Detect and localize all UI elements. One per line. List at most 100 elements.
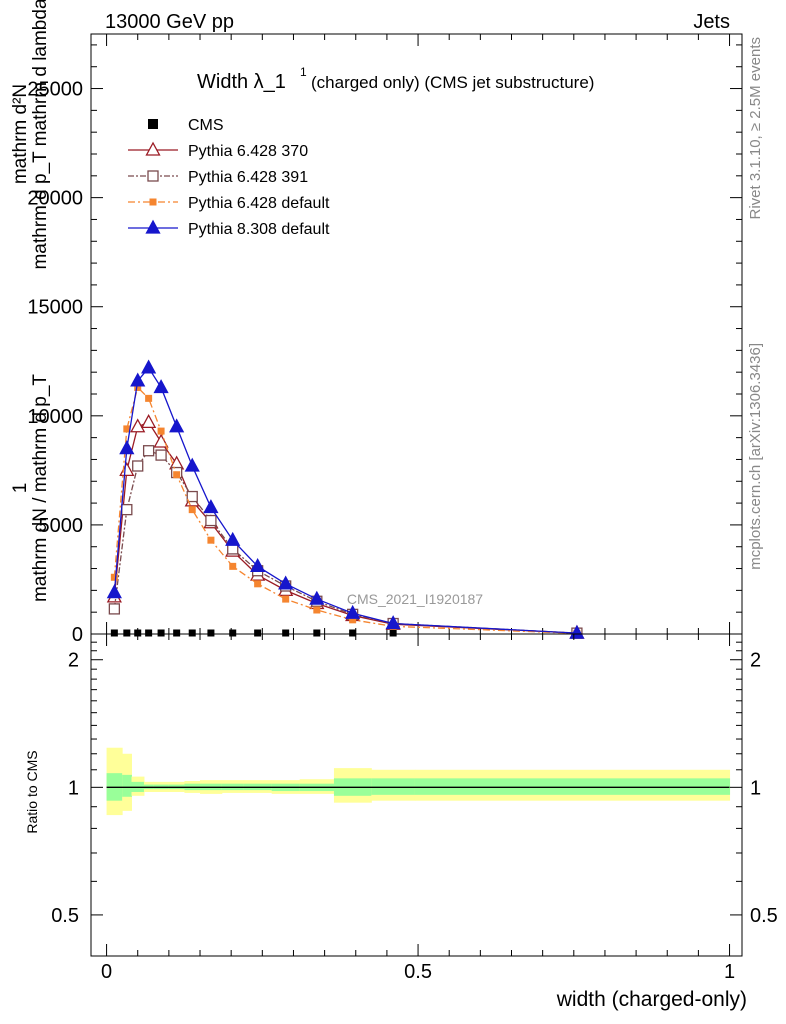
series-marker — [134, 383, 142, 391]
main-axis-ticks — [91, 34, 742, 635]
series-marker — [119, 440, 135, 455]
legend-marker — [148, 119, 158, 129]
data-point — [157, 629, 165, 637]
data-point — [229, 629, 237, 637]
series-marker — [205, 514, 217, 527]
ratio-y-axis-label: Ratio to CMS — [24, 750, 40, 833]
series-marker — [186, 490, 198, 503]
series-marker — [153, 433, 169, 448]
series-marker — [225, 531, 241, 546]
main-ytick-label: 15000 — [27, 297, 83, 319]
main-ytick-label: 0 — [72, 624, 83, 646]
main-series-group — [106, 359, 585, 639]
legend-marker — [145, 219, 161, 234]
data-point — [282, 629, 290, 637]
series-marker — [313, 606, 321, 614]
series-line — [113, 366, 577, 634]
series-marker — [106, 584, 122, 599]
series-line — [113, 421, 577, 634]
ratio-axis-ticks — [91, 634, 742, 956]
series-marker — [142, 445, 155, 457]
data-point — [145, 629, 153, 637]
series-marker — [229, 562, 237, 570]
xtick-label: 0.5 — [404, 961, 432, 983]
main-ytick-label: 5000 — [39, 515, 84, 537]
main-ylabel-line: mathrm d p_T mathrm d lambda — [30, 0, 51, 270]
data-point — [207, 629, 215, 637]
xtick-label: 0 — [101, 961, 112, 983]
x-axis-label: width (charged-only) — [556, 988, 747, 1011]
ratio-ytick-label-left: 0.5 — [51, 905, 79, 927]
chart-title: Width λ_1 1 (charged only) (CMS jet substr… — [197, 65, 594, 93]
series-marker — [173, 471, 181, 479]
data-point — [188, 629, 196, 637]
legend-label: Pythia 6.428 default — [188, 195, 330, 212]
series-1 — [106, 413, 585, 639]
series-marker — [121, 503, 133, 516]
data-point — [313, 629, 321, 637]
xtick-labels: 0 0.5 1 — [101, 961, 735, 983]
series-marker — [141, 413, 157, 429]
xtick-label: 1 — [724, 961, 735, 983]
title-main: Width λ_1 — [197, 71, 286, 93]
series-marker — [309, 590, 325, 605]
title-sup: 1 — [300, 65, 307, 79]
main-ylabel-line: mathrm dN / mathrm d p_T — [30, 374, 51, 602]
series-marker — [349, 616, 357, 624]
series-line — [113, 386, 577, 634]
ratio-band-inner — [414, 778, 731, 795]
main-ylabel-line: mathrm d²N — [10, 84, 31, 184]
legend-marker — [147, 170, 159, 182]
legend-marker — [149, 198, 157, 206]
main-ytick-labels: 0 5000 10000 15000 20000 25000 — [27, 79, 83, 646]
series-marker — [155, 449, 167, 461]
series-3 — [110, 383, 581, 637]
series-marker — [157, 427, 165, 435]
series-marker — [169, 418, 185, 433]
data-point — [123, 629, 131, 637]
rivet-label: Rivet 3.1.10, ≥ 2.5M events — [747, 37, 764, 220]
series-line — [113, 449, 577, 634]
series-marker — [153, 379, 169, 394]
series-marker — [345, 604, 361, 619]
series-marker — [385, 615, 401, 630]
legend: CMS Pythia 6.428 370 Pythia 6.428 391 Pythi… — [128, 117, 330, 238]
ratio-ytick-label-left: 1 — [68, 777, 79, 799]
series-marker — [250, 557, 266, 573]
main-ytick-label: 20000 — [27, 188, 83, 210]
series-marker — [108, 603, 121, 615]
header-left: 13000 GeV pp — [105, 11, 234, 33]
series-marker — [254, 580, 262, 588]
data-point — [134, 629, 142, 637]
series-marker — [203, 499, 219, 514]
ratio-frame — [90, 633, 743, 957]
series-marker — [119, 461, 135, 477]
series-marker — [207, 536, 215, 544]
ratio-panel: 0.5 0.51 12 2 0 0.5 1 Ratio to CMS width (cha… — [24, 633, 778, 1011]
ratio-ytick-label-right: 1 — [750, 777, 761, 799]
ratio-ytick-labels: 0.5 0.5 1 1 2 2 — [51, 650, 778, 927]
title-sub: (charged only) (CMS jet substructure) — [311, 73, 594, 92]
legend-marker — [145, 141, 161, 156]
data-point — [173, 629, 181, 637]
series-marker — [184, 457, 200, 472]
series-4 — [106, 359, 585, 639]
series-marker — [188, 506, 196, 514]
data-point — [349, 629, 357, 637]
ratio-ytick-label-right: 0.5 — [750, 905, 778, 927]
series-marker — [130, 418, 146, 433]
main-ytick-label: 25000 — [27, 79, 83, 101]
main-ylabel-line: 1 — [10, 483, 31, 494]
series-2 — [108, 445, 583, 639]
main-y-axis-label: mathrm d²N mathrm d p_T mathrm d lambda 1 m… — [10, 0, 51, 602]
series-marker — [132, 460, 144, 472]
series-marker — [278, 575, 294, 590]
main-ytick-label: 10000 — [27, 406, 83, 428]
series-0 — [110, 629, 581, 637]
ratio-bands — [106, 747, 731, 816]
legend-label: Pythia 6.428 391 — [188, 169, 308, 186]
legend-label: Pythia 8.308 default — [188, 221, 330, 238]
ratio-band-inner — [122, 774, 132, 797]
